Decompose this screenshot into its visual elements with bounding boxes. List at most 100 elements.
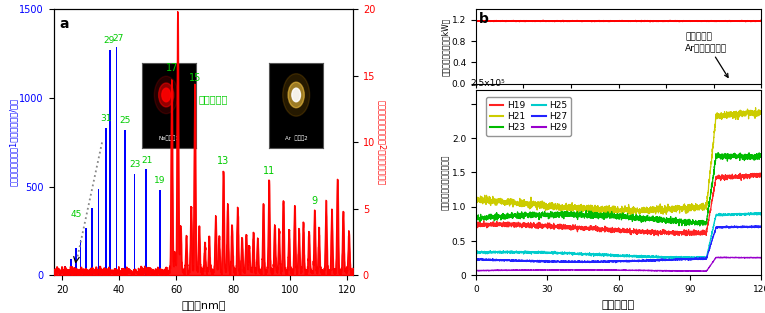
H29 [714, 255, 723, 259]
H23 [601, 215, 610, 219]
H25 [479, 251, 488, 255]
H21 [479, 197, 488, 201]
Bar [80, 240, 81, 275]
Text: 9: 9 [311, 196, 317, 206]
H25 [510, 250, 519, 254]
H25 [685, 257, 695, 261]
H19 [503, 224, 512, 228]
H19 [756, 171, 765, 175]
Text: 23: 23 [129, 160, 140, 169]
H23 [503, 213, 512, 217]
H23 [479, 217, 488, 221]
Bar [91, 208, 93, 275]
H19 [654, 234, 663, 238]
H29 [757, 256, 765, 259]
H19 [510, 223, 519, 227]
Bar [109, 50, 110, 275]
Bar [159, 190, 161, 275]
H27 [757, 225, 765, 228]
H21 [713, 116, 722, 120]
H29 [479, 269, 488, 273]
H23 [757, 154, 765, 157]
Line: H25: H25 [476, 213, 761, 259]
H25 [493, 251, 503, 255]
Bar [65, 266, 67, 275]
Bar [60, 272, 61, 275]
H25 [757, 211, 765, 215]
H25 [601, 253, 610, 256]
H29 [510, 268, 519, 272]
Text: 21: 21 [142, 156, 152, 165]
Line: H29: H29 [476, 257, 761, 271]
H27 [503, 259, 512, 263]
Text: 19: 19 [155, 176, 166, 185]
Legend: H19, H21, H23, H25, H27, H29: H19, H21, H23, H25, H27, H29 [486, 97, 571, 136]
H23 [695, 224, 705, 228]
Bar [70, 259, 72, 275]
Y-axis label: 蓄積輪路内パワー（kW）: 蓄積輪路内パワー（kW） [441, 17, 451, 76]
H21 [751, 106, 760, 110]
H29 [713, 255, 722, 259]
Line: H21: H21 [476, 108, 761, 215]
Bar [98, 188, 99, 275]
Bar [85, 228, 86, 275]
H21 [757, 112, 765, 116]
H27 [601, 260, 610, 264]
H21 [593, 213, 602, 217]
Line: H19: H19 [476, 173, 761, 236]
H29 [471, 269, 480, 272]
Bar [54, 272, 56, 275]
X-axis label: 波長（nm）: 波長（nm） [181, 301, 226, 311]
Text: b: b [479, 12, 489, 26]
Text: 29: 29 [103, 36, 115, 45]
H21 [510, 199, 519, 203]
Text: a: a [60, 17, 69, 31]
H27 [750, 224, 760, 228]
Text: 17: 17 [165, 63, 177, 73]
H29 [695, 269, 704, 273]
H27 [471, 258, 480, 262]
H27 [493, 258, 503, 262]
Text: 高調波次数: 高調波次数 [199, 95, 228, 105]
Y-axis label: 高調波強度（ポート2）（任意単位）: 高調波強度（ポート2）（任意単位） [377, 100, 386, 185]
Text: 15: 15 [189, 73, 201, 83]
Y-axis label: 信号強度（ポート1）（カウント/秒）: 信号強度（ポート1）（カウント/秒） [9, 98, 18, 187]
H19 [479, 219, 488, 223]
Bar [124, 130, 125, 275]
H19 [471, 224, 480, 228]
H25 [471, 249, 480, 253]
Line: H23: H23 [476, 153, 761, 226]
H23 [471, 216, 480, 220]
H25 [752, 211, 761, 214]
Text: 25: 25 [120, 116, 131, 125]
Text: 11: 11 [263, 166, 275, 176]
Text: ポート２の
Arガスを止めた: ポート２の Arガスを止めた [685, 33, 728, 77]
H29 [503, 268, 512, 272]
H19 [493, 222, 503, 226]
Bar [134, 174, 135, 275]
H25 [713, 213, 722, 217]
Text: 2.5x10⁵: 2.5x10⁵ [470, 79, 505, 88]
H19 [713, 177, 722, 180]
Text: 45: 45 [70, 210, 82, 219]
H29 [601, 268, 610, 272]
H27 [713, 226, 722, 229]
Bar [75, 248, 76, 275]
H19 [601, 227, 610, 231]
H23 [510, 213, 519, 217]
H21 [471, 198, 480, 202]
H23 [493, 214, 503, 218]
H27 [611, 261, 620, 264]
H29 [493, 269, 503, 272]
Text: 31: 31 [100, 114, 112, 123]
Bar [145, 169, 147, 275]
H23 [713, 155, 722, 158]
Text: 27: 27 [112, 34, 123, 43]
Y-axis label: 高調波強度（カウント数）: 高調波強度（カウント数） [441, 155, 451, 210]
H23 [714, 151, 723, 155]
H21 [503, 198, 512, 201]
X-axis label: 時間（分）: 時間（分） [602, 300, 635, 310]
H27 [510, 259, 519, 262]
Bar [116, 47, 117, 275]
H25 [503, 249, 512, 253]
